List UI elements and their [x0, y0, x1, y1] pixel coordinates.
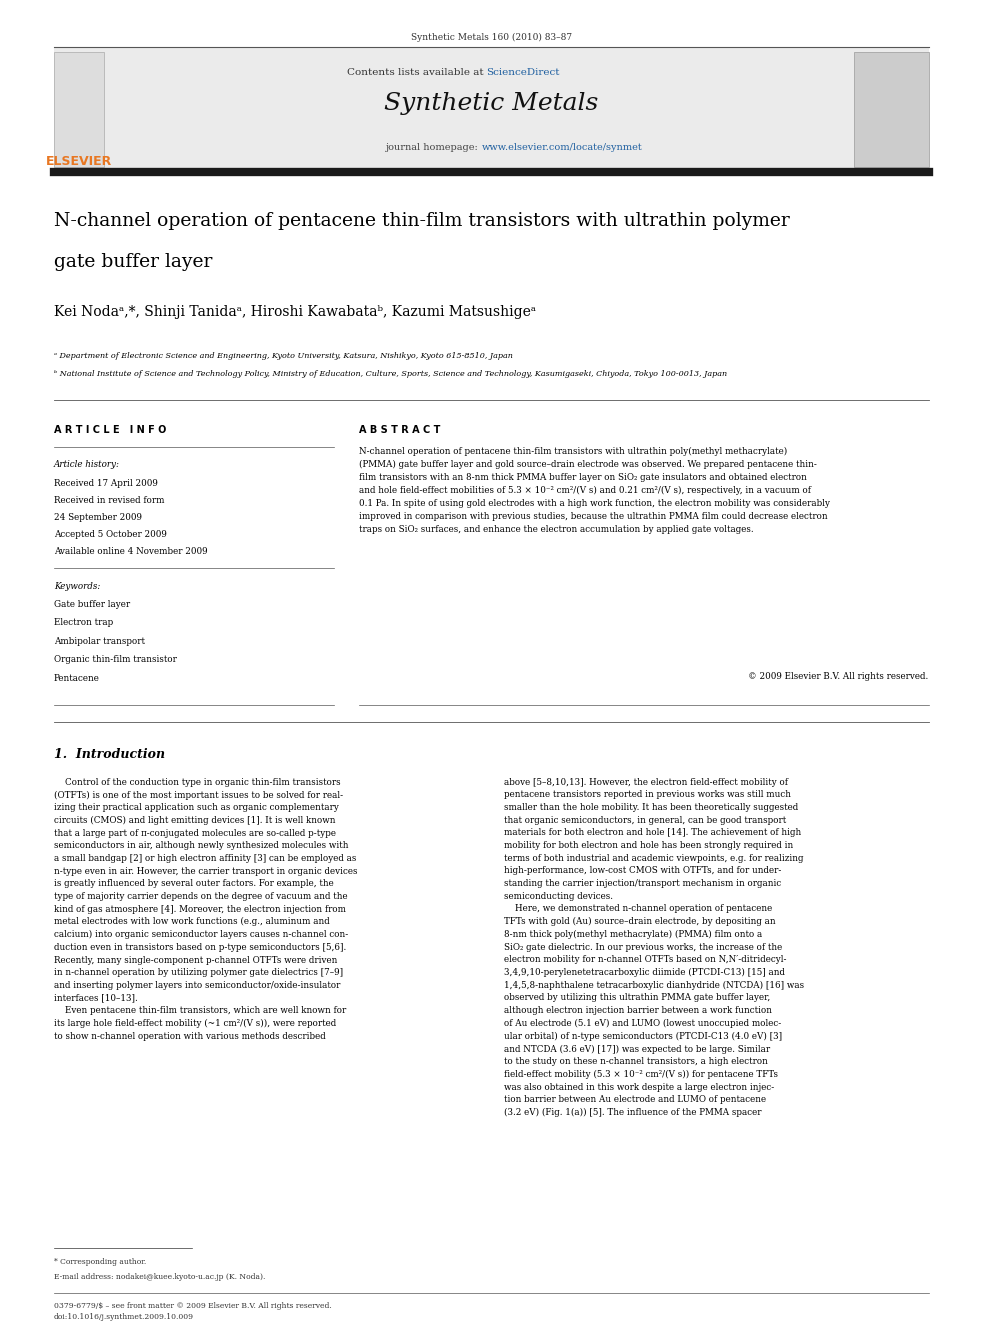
Text: 1.  Introduction: 1. Introduction [54, 747, 166, 761]
Text: Organic thin-film transistor: Organic thin-film transistor [54, 655, 177, 664]
Text: Contents lists available at: Contents lists available at [346, 67, 486, 77]
Text: journal homepage:: journal homepage: [386, 143, 481, 152]
Text: above [5–8,10,13]. However, the electron field-effect mobility of
pentacene tran: above [5–8,10,13]. However, the electron… [504, 778, 804, 1117]
Text: ᵃ Department of Electronic Science and Engineering, Kyoto University, Katsura, N: ᵃ Department of Electronic Science and E… [54, 352, 513, 360]
Text: A B S T R A C T: A B S T R A C T [359, 425, 440, 435]
Text: ᵇ National Institute of Science and Technology Policy, Ministry of Education, Cu: ᵇ National Institute of Science and Tech… [54, 370, 727, 378]
Text: Kei Nodaᵃ,*, Shinji Tanidaᵃ, Hiroshi Kawabataᵇ, Kazumi Matsushigeᵃ: Kei Nodaᵃ,*, Shinji Tanidaᵃ, Hiroshi Kaw… [54, 304, 537, 319]
Bar [54, 52, 104, 167]
Text: Control of the conduction type in organic thin-film transistors
(OTFTs) is one o: Control of the conduction type in organi… [54, 778, 357, 1041]
Text: doi:10.1016/j.synthmet.2009.10.009: doi:10.1016/j.synthmet.2009.10.009 [54, 1312, 194, 1320]
Text: Article history:: Article history: [54, 460, 120, 468]
Text: A R T I C L E   I N F O: A R T I C L E I N F O [54, 425, 167, 435]
Text: Pentacene: Pentacene [54, 673, 100, 683]
Text: © 2009 Elsevier B.V. All rights reserved.: © 2009 Elsevier B.V. All rights reserved… [748, 672, 929, 681]
Text: ScienceDirect: ScienceDirect [486, 67, 559, 77]
Text: Ambipolar transport: Ambipolar transport [54, 636, 145, 646]
Bar [54, 48, 929, 172]
Text: gate buffer layer: gate buffer layer [54, 253, 212, 271]
Text: www.elsevier.com/locate/synmet: www.elsevier.com/locate/synmet [481, 143, 642, 152]
Text: Synthetic Metals 160 (2010) 83–87: Synthetic Metals 160 (2010) 83–87 [411, 33, 572, 42]
Text: Gate buffer layer: Gate buffer layer [54, 599, 130, 609]
Text: Keywords:: Keywords: [54, 582, 100, 591]
Text: * Corresponding author.: * Corresponding author. [54, 1258, 146, 1266]
Text: 24 September 2009: 24 September 2009 [54, 513, 142, 521]
Text: Synthetic Metals: Synthetic Metals [384, 93, 598, 115]
Bar [854, 52, 929, 167]
Text: Accepted 5 October 2009: Accepted 5 October 2009 [54, 531, 167, 538]
Text: Electron trap: Electron trap [54, 618, 113, 627]
Text: N-channel operation of pentacene thin-film transistors with ultrathin poly(methy: N-channel operation of pentacene thin-fi… [359, 447, 829, 533]
Text: Received in revised form: Received in revised form [54, 496, 165, 505]
Text: Received 17 April 2009: Received 17 April 2009 [54, 479, 158, 488]
Text: N-channel operation of pentacene thin-film transistors with ultrathin polymer: N-channel operation of pentacene thin-fi… [54, 212, 790, 230]
Text: Available online 4 November 2009: Available online 4 November 2009 [54, 546, 207, 556]
Text: E-mail address: nodakei@kuee.kyoto-u.ac.jp (K. Noda).: E-mail address: nodakei@kuee.kyoto-u.ac.… [54, 1273, 266, 1281]
Text: 0379-6779/$ – see front matter © 2009 Elsevier B.V. All rights reserved.: 0379-6779/$ – see front matter © 2009 El… [54, 1302, 331, 1310]
Text: ELSEVIER: ELSEVIER [46, 155, 112, 168]
